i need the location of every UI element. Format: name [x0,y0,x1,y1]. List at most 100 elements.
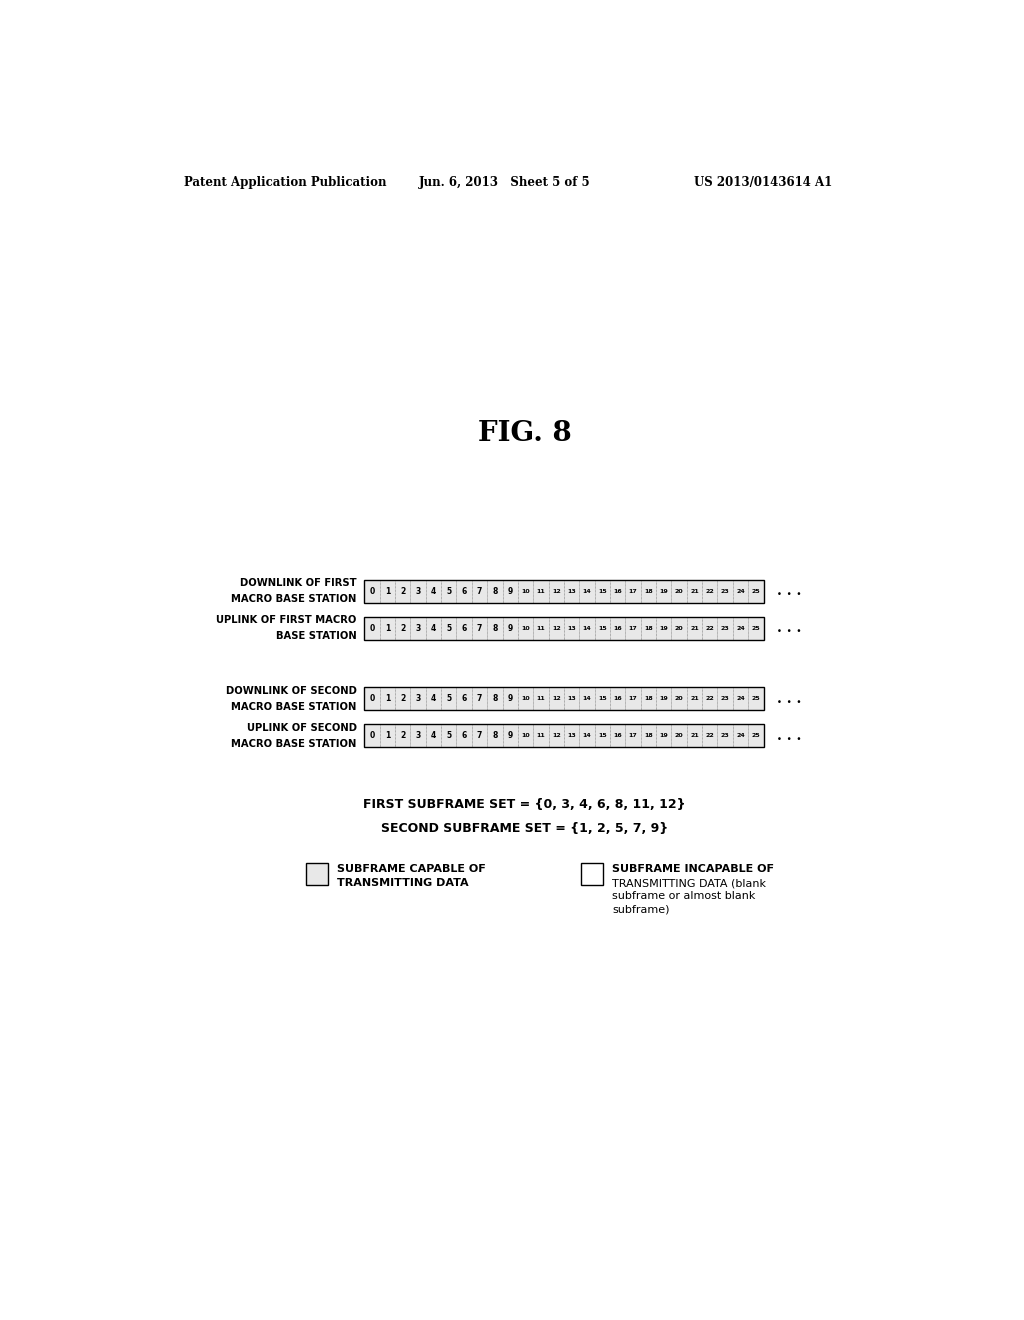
Bar [702,725,718,747]
Text: . . .: . . . [777,585,802,598]
Text: SUBFRAME INCAPABLE OF: SUBFRAME INCAPABLE OF [612,863,774,874]
Bar [718,579,733,603]
Bar [656,616,672,640]
Bar [426,579,441,603]
Bar [580,688,595,710]
Text: 17: 17 [629,589,637,594]
Text: 7: 7 [477,586,482,595]
Bar [702,616,718,640]
Text: 8: 8 [493,694,498,704]
Text: . . .: . . . [777,692,802,706]
Text: 12: 12 [552,697,560,701]
Text: 15: 15 [598,697,606,701]
Text: 15: 15 [598,734,606,738]
Text: 8: 8 [493,731,498,741]
Text: 18: 18 [644,734,652,738]
Text: 14: 14 [583,589,591,594]
Bar [672,579,687,603]
Bar [718,616,733,640]
Bar [306,863,328,884]
Bar [365,616,764,640]
Text: 14: 14 [583,734,591,738]
Bar [749,579,764,603]
Bar [641,616,656,640]
Bar [365,616,380,640]
Text: 15: 15 [598,589,606,594]
Bar [487,579,503,603]
Bar [534,688,549,710]
Bar [702,688,718,710]
Text: 3: 3 [416,694,421,704]
Bar [503,725,518,747]
Bar [411,616,426,640]
Bar [457,725,472,747]
Text: 16: 16 [613,734,622,738]
Bar [626,579,641,603]
Text: 6: 6 [462,623,467,632]
Text: 7: 7 [477,731,482,741]
Bar [380,579,395,603]
Text: 11: 11 [537,734,546,738]
Text: subframe): subframe) [612,904,670,915]
Bar [564,579,580,603]
Text: UPLINK OF FIRST MACRO: UPLINK OF FIRST MACRO [216,615,356,626]
Bar [610,688,626,710]
Text: 20: 20 [675,626,683,631]
Text: 2: 2 [400,731,406,741]
Bar [595,725,610,747]
Bar [487,688,503,710]
Text: 9: 9 [508,694,513,704]
Bar [718,688,733,710]
Text: 22: 22 [706,589,714,594]
Bar [503,579,518,603]
Bar [595,579,610,603]
Bar [672,725,687,747]
Text: 0: 0 [370,694,375,704]
Text: UPLINK OF SECOND: UPLINK OF SECOND [247,723,356,733]
Bar [580,725,595,747]
Text: 21: 21 [690,697,698,701]
Bar [411,688,426,710]
Text: subframe or almost blank: subframe or almost blank [612,891,756,902]
Text: 22: 22 [706,626,714,631]
Text: 4: 4 [431,694,436,704]
Text: 24: 24 [736,734,744,738]
Text: 9: 9 [508,623,513,632]
Bar [672,688,687,710]
Text: 8: 8 [493,586,498,595]
Bar [656,725,672,747]
Bar [626,725,641,747]
Text: 6: 6 [462,694,467,704]
Text: 6: 6 [462,586,467,595]
Bar [395,616,411,640]
Bar [365,579,764,603]
Text: 24: 24 [736,626,744,631]
Bar [549,616,564,640]
Text: 10: 10 [521,589,529,594]
Text: 10: 10 [521,697,529,701]
Bar [365,688,380,710]
Text: 23: 23 [721,589,729,594]
Bar [595,688,610,710]
Bar [457,616,472,640]
Bar [380,725,395,747]
Bar [487,725,503,747]
Bar [641,579,656,603]
Text: 13: 13 [567,589,575,594]
Bar [564,725,580,747]
Text: 5: 5 [446,694,452,704]
Text: TRANSMITTING DATA: TRANSMITTING DATA [337,878,469,888]
Text: MACRO BASE STATION: MACRO BASE STATION [231,594,356,605]
Text: US 2013/0143614 A1: US 2013/0143614 A1 [693,176,831,189]
Text: DOWNLINK OF FIRST: DOWNLINK OF FIRST [240,578,356,589]
Text: 16: 16 [613,626,622,631]
Text: Patent Application Publication: Patent Application Publication [183,176,386,189]
Text: 17: 17 [629,697,637,701]
Text: FIRST SUBFRAME SET = {0, 3, 4, 6, 8, 11, 12}: FIRST SUBFRAME SET = {0, 3, 4, 6, 8, 11,… [364,797,686,810]
Text: BASE STATION: BASE STATION [275,631,356,642]
Bar [718,725,733,747]
Bar [749,725,764,747]
Text: 19: 19 [659,697,668,701]
Text: . . .: . . . [777,622,802,635]
Text: FIG. 8: FIG. 8 [478,420,571,447]
